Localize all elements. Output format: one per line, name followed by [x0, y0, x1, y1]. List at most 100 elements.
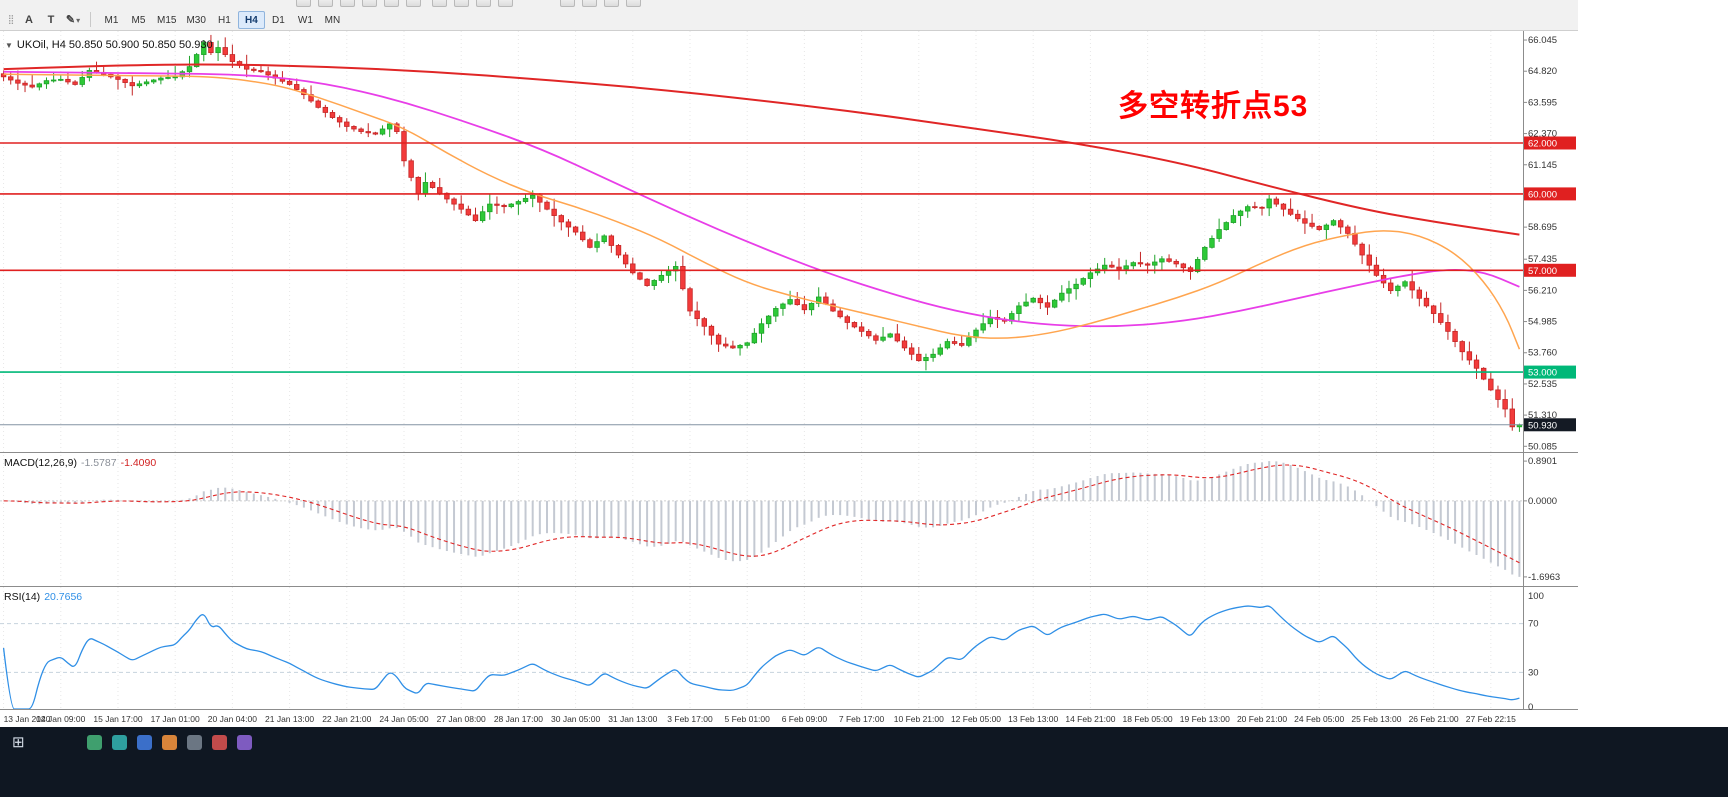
macd-name: MACD(12,26,9)	[4, 457, 77, 469]
moving-averages	[3, 63, 1521, 350]
macd-panel	[0, 461, 1523, 577]
rsi-axis-label: 70	[1528, 619, 1539, 630]
timeframe-button-w1[interactable]: W1	[292, 11, 319, 29]
charts-line-icon[interactable]	[384, 0, 399, 7]
time-axis-label: 22 Jan 21:00	[322, 714, 371, 724]
new-order-icon[interactable]	[296, 0, 311, 7]
timeframe-button-group: M1 M5 M15 M30 H1 H4 D1 W1 MN	[98, 10, 346, 30]
timeframe-button-m15[interactable]: M15	[152, 11, 181, 29]
timeframe-button-m1[interactable]: M1	[98, 11, 125, 29]
rsi-line	[2, 605, 1520, 710]
timeframe-button-h1[interactable]: H1	[211, 11, 238, 29]
time-axis-label: 26 Feb 21:00	[1409, 714, 1459, 724]
taskbar-app-blue-icon[interactable]	[136, 735, 152, 750]
chart-area[interactable]: 66.04564.82063.59562.37061.14559.92058.6…	[0, 31, 1578, 727]
chart-canvas[interactable]: 66.04564.82063.59562.37061.14559.92058.6…	[0, 31, 1578, 727]
time-axis-label: 30 Jan 05:00	[551, 714, 600, 724]
price-axis-label: 66.045	[1528, 35, 1557, 46]
refresh-icon[interactable]	[318, 0, 333, 7]
svg-text:57.000: 57.000	[1528, 266, 1557, 277]
time-axis-label: 15 Jan 17:00	[93, 714, 142, 724]
zoom-out-icon[interactable]	[432, 0, 447, 7]
timeframe-button-h4[interactable]: H4	[237, 11, 265, 30]
level-price-badge: 57.000	[1524, 263, 1576, 277]
terminal-icon[interactable]	[498, 0, 513, 7]
ma-slow-red-line	[3, 63, 1520, 236]
level-price-badge: 53.000	[1524, 365, 1576, 379]
time-axis-label: 13 Feb 13:00	[1008, 714, 1058, 724]
time-axis-label: 13 Jan 2020	[4, 714, 51, 724]
macd-axis-label: 0.0000	[1528, 496, 1557, 507]
time-axis-label: 6 Feb 09:00	[782, 714, 828, 724]
profiles-icon[interactable]	[604, 0, 619, 7]
price-scale[interactable]: 66.04564.82063.59562.37061.14559.92058.6…	[1523, 31, 1576, 709]
time-axis-label: 24 Jan 05:00	[379, 714, 428, 724]
price-axis-label: 54.985	[1528, 317, 1557, 328]
strategy-tester-icon[interactable]	[560, 0, 575, 7]
draw-tool-button[interactable]: ✎▾	[63, 11, 83, 29]
rsi-axis-label: 0	[1528, 702, 1533, 713]
macd-signal-value: -1.4090	[120, 457, 157, 469]
taskbar-app-gray-icon[interactable]	[186, 735, 202, 750]
time-axis-label: 21 Jan 13:00	[265, 714, 314, 724]
time-axis-label: 18 Feb 05:00	[1123, 714, 1173, 724]
svg-text:60.000: 60.000	[1528, 189, 1557, 200]
one-click-trading-toggle[interactable]: ▼	[5, 41, 13, 50]
time-axis-label: 3 Feb 17:00	[667, 714, 713, 724]
time-axis-label: 12 Feb 05:00	[951, 714, 1001, 724]
taskbar-app-teal-icon[interactable]	[111, 735, 127, 750]
price-axis-label: 61.145	[1528, 160, 1557, 171]
svg-text:62.000: 62.000	[1528, 139, 1557, 150]
price-axis-label: 56.210	[1528, 285, 1557, 296]
macd-indicator-label: MACD(12,26,9) -1.5787 -1.4090	[4, 457, 156, 469]
horizontal-levels	[0, 142, 1523, 426]
ma-medium-magenta-line	[3, 70, 1520, 328]
pencil-icon: ✎	[65, 14, 76, 26]
time-axis-label: 27 Jan 08:00	[437, 714, 486, 724]
rsi-value: 20.7656	[44, 591, 83, 603]
new-chart-icon[interactable]	[582, 0, 597, 7]
charts-candle-icon[interactable]	[362, 0, 377, 7]
metatrader-window: ⣿ A T ✎▾ M1 M5 M15 M30 H1 H4 D1 W1 MN 66.045 64.8…	[0, 0, 1578, 727]
navigator-icon[interactable]	[476, 0, 491, 7]
macd-axis-labels: 0.8901 0.0000 -1.6963	[1523, 456, 1560, 583]
taskbar-app-red-icon[interactable]	[211, 735, 227, 750]
indicators-icon[interactable]	[626, 0, 641, 7]
toolbar-button-row: ⣿ A T ✎▾ M1 M5 M15 M30 H1 H4 D1 W1 MN	[0, 9, 1578, 30]
taskbar-app-icons	[86, 735, 262, 750]
taskbar-app-purple-icon[interactable]	[236, 735, 252, 750]
chart-title: ▼ UKOil, H4 50.850 50.900 50.850 50.930	[5, 39, 213, 51]
bid-price-badge: 50.930	[1524, 418, 1576, 432]
tile-windows-icon[interactable]	[454, 0, 469, 7]
price-axis-label: 58.695	[1528, 222, 1557, 233]
chevron-down-icon: ▾	[76, 16, 81, 25]
rsi-indicator-label: RSI(14) 20.7656	[4, 591, 82, 603]
timeframe-button-mn[interactable]: MN	[319, 11, 346, 29]
taskbar-app-green-icon[interactable]	[86, 735, 102, 750]
macd-main-value: -1.5787	[80, 457, 117, 469]
time-axis-label: 27 Feb 22:15	[1466, 714, 1516, 724]
timeframe-button-m30[interactable]: M30	[181, 11, 210, 29]
toolbar-grip-icon[interactable]: ⣿	[7, 14, 15, 24]
rsi-axis-label: 30	[1528, 667, 1539, 678]
svg-text:50.930: 50.930	[1528, 420, 1557, 431]
charts-bar-icon[interactable]	[340, 0, 355, 7]
text-tool-button[interactable]: A	[19, 11, 39, 29]
price-axis-label: 52.535	[1528, 379, 1557, 390]
price-axis-label: 51.310	[1528, 410, 1557, 421]
rsi-axis-label: 100	[1528, 591, 1544, 602]
timeframe-button-m5[interactable]: M5	[125, 11, 152, 29]
main-toolbar: ⣿ A T ✎▾ M1 M5 M15 M30 H1 H4 D1 W1 MN	[0, 0, 1578, 31]
macd-signal-line	[3, 464, 1520, 564]
time-axis-label: 28 Jan 17:00	[494, 714, 543, 724]
price-axis-label: 57.435	[1528, 254, 1557, 265]
zoom-in-icon[interactable]	[406, 0, 421, 7]
toolbar-separator	[90, 12, 91, 27]
cursor-tool-button[interactable]: T	[41, 11, 61, 29]
taskbar-app-orange-icon[interactable]	[161, 735, 177, 750]
timeframe-button-d1[interactable]: D1	[265, 11, 292, 29]
start-button[interactable]: ⊞	[12, 734, 25, 751]
price-axis-label: 64.820	[1528, 66, 1557, 77]
windows-taskbar: ⊞	[0, 727, 1728, 797]
